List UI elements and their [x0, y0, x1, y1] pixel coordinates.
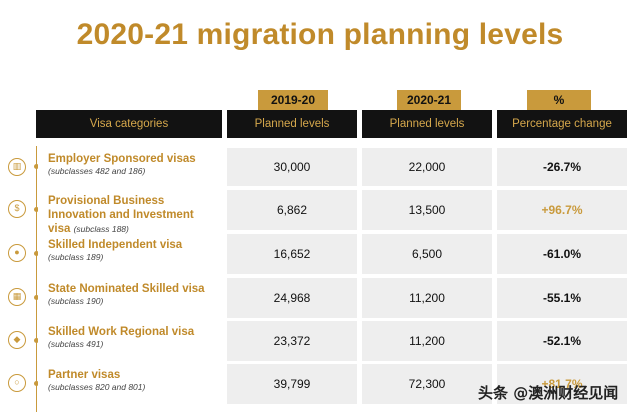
timeline-dot: [34, 164, 39, 169]
visa-subclass: (subclasses 482 and 186): [48, 166, 146, 176]
dollar-icon: $: [8, 200, 26, 218]
cell-2020-21: 6,500: [362, 234, 492, 274]
visa-subclass: (subclass 188): [73, 224, 129, 234]
visa-name: State Nominated Skilled visa: [48, 283, 205, 295]
timeline-dot: [34, 338, 39, 343]
cell-2019-20: 24,968: [227, 278, 357, 318]
cell-2019-20: 16,652: [227, 234, 357, 274]
header-visa-categories: Visa categories: [36, 110, 222, 138]
header-planned-2020-21: Planned levels: [362, 110, 492, 138]
cell-2019-20: 39,799: [227, 364, 357, 404]
watermark: 头条 @澳洲财经见闻: [478, 384, 619, 402]
header-percentage-change: Percentage change: [497, 110, 627, 138]
table-row-label: State Nominated Skilled visa (subclass 1…: [38, 278, 222, 318]
cell-change: -26.7%: [497, 148, 627, 186]
cell-change: +96.7%: [497, 190, 627, 230]
header-planned-2019-20: Planned levels: [227, 110, 357, 138]
cell-change: -61.0%: [497, 234, 627, 274]
cell-2019-20: 23,372: [227, 321, 357, 361]
table-row-label: Skilled Work Regional visa (subclass 491…: [38, 321, 222, 361]
page-title: 2020-21 migration planning levels: [76, 18, 564, 51]
cell-change: -52.1%: [497, 321, 627, 361]
visa-name: Skilled Independent visa: [48, 239, 183, 251]
visa-subclass: (subclasses 820 and 801): [48, 382, 146, 392]
timeline-dot: [34, 381, 39, 386]
visa-name: Provisional Business Innovation and Inve…: [48, 195, 194, 235]
timeline-dot: [34, 251, 39, 256]
cell-2020-21: 72,300: [362, 364, 492, 404]
visa-subclass: (subclass 491): [48, 339, 104, 349]
timeline-dot: [34, 207, 39, 212]
timeline-dot: [34, 295, 39, 300]
table-row-label: Partner visas (subclasses 820 and 801): [38, 364, 222, 404]
visa-name: Employer Sponsored visas: [48, 153, 196, 165]
cell-2019-20: 6,862: [227, 190, 357, 230]
cell-change: -55.1%: [497, 278, 627, 318]
tag-2019-20: 2019-20: [258, 90, 328, 110]
cell-2020-21: 11,200: [362, 278, 492, 318]
timeline-line: [36, 146, 37, 412]
cell-2020-21: 13,500: [362, 190, 492, 230]
cell-2020-21: 22,000: [362, 148, 492, 186]
visa-name: Skilled Work Regional visa: [48, 326, 195, 338]
visa-subclass: (subclass 190): [48, 296, 104, 306]
map-icon: ◆: [8, 331, 26, 349]
table-row-label: Employer Sponsored visas (subclasses 482…: [38, 148, 222, 186]
cell-2020-21: 11,200: [362, 321, 492, 361]
rings-icon: ○: [8, 374, 26, 392]
cell-2019-20: 30,000: [227, 148, 357, 186]
table-row-label: Skilled Independent visa (subclass 189): [38, 234, 222, 274]
person-icon: ●: [8, 244, 26, 262]
cell-change: +81.7%: [497, 364, 627, 404]
tag-percent: %: [527, 90, 591, 110]
visa-subclass: (subclass 189): [48, 252, 104, 262]
building-icon: ▦: [8, 288, 26, 306]
visa-name: Partner visas: [48, 369, 121, 381]
briefcase-icon: ▥: [8, 158, 26, 176]
tag-2020-21: 2020-21: [397, 90, 461, 110]
table-row-label: Provisional Business Innovation and Inve…: [38, 190, 222, 235]
